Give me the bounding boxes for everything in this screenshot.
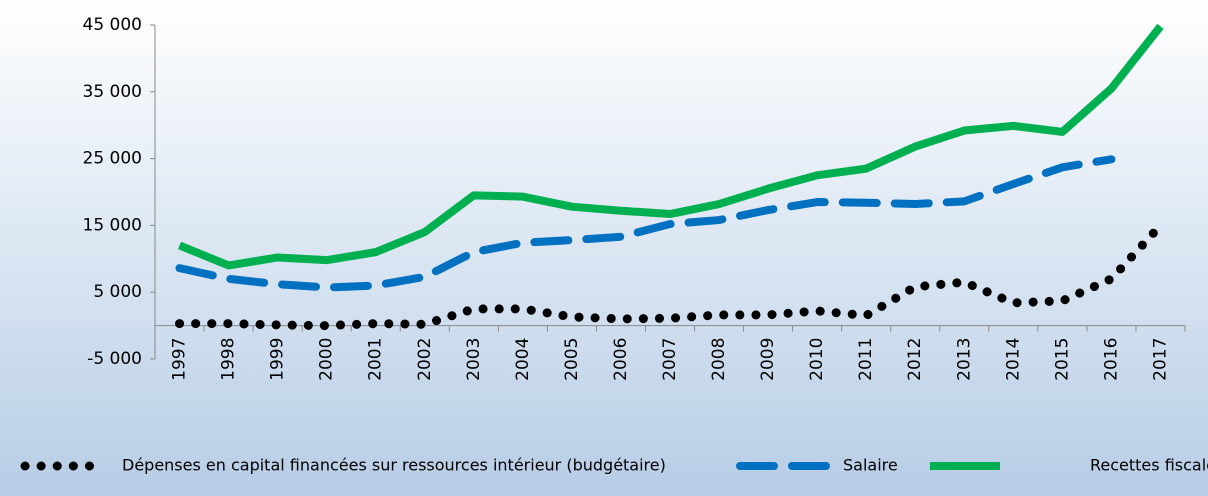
x-tick-label: 2007 [660,338,680,381]
x-tick-label: 1999 [268,338,288,381]
legend-label: Dépenses en capital financées sur ressou… [122,456,666,475]
x-tick-label: 2001 [366,338,386,381]
legend-label: Recettes fiscales [1090,456,1208,475]
series-line [178,23,1164,270]
x-tick-label: 1997 [170,338,190,381]
y-tick-label: -5 000 [87,349,142,369]
x-tick-label: 2012 [905,338,925,381]
y-tick-label: 45 000 [83,15,142,35]
series-line [175,155,1116,292]
x-tick-label: 2016 [1101,338,1121,381]
x-tick-label: 2015 [1052,338,1072,381]
x-tick-label: 2017 [1150,338,1170,381]
x-tick-label: 2003 [464,338,484,381]
x-tick-label: 2014 [1003,338,1023,381]
x-tick-label: 2004 [513,338,533,381]
x-tick-label: 2011 [856,338,876,381]
y-tick-label: 15 000 [83,215,142,235]
series-line [175,220,1165,331]
y-tick-label: 25 000 [83,149,142,169]
x-tick-label: 2002 [415,338,435,381]
x-tick-label: 2000 [317,338,337,381]
y-tick-label: 35 000 [83,82,142,102]
x-tick-label: 2005 [562,338,582,381]
legend-label: Salaire [843,456,898,475]
x-tick-label: 2010 [807,338,827,381]
x-tick-label: 1998 [219,338,239,381]
x-tick-label: 2009 [758,338,778,381]
x-tick-label: 2006 [611,338,631,381]
y-tick-label: 5 000 [93,282,142,302]
x-tick-label: 2013 [954,338,974,381]
x-tick-label: 2008 [709,338,729,381]
